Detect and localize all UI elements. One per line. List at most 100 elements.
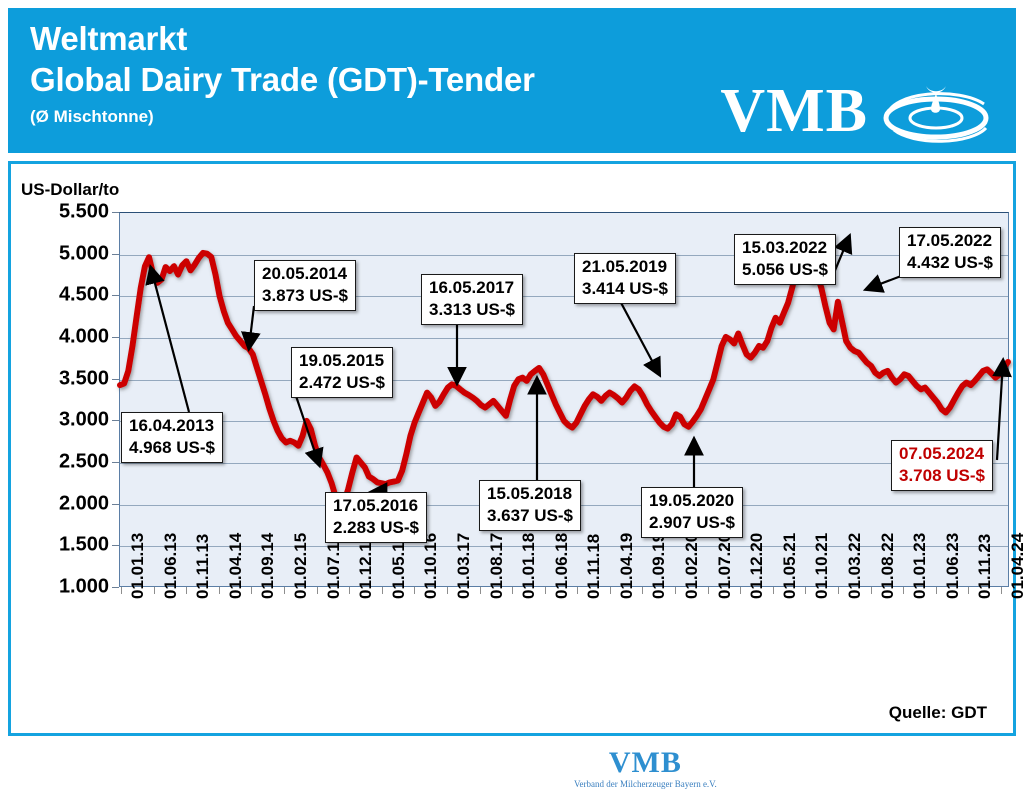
annotation-value: 3.414 US-$: [582, 278, 668, 300]
annotation-date: 20.05.2014: [262, 263, 348, 285]
x-tick-mark: [284, 587, 285, 594]
annotation-date: 21.05.2019: [582, 256, 668, 278]
annotation-date: 17.05.2022: [907, 230, 993, 252]
annotation-value: 2.283 US-$: [333, 517, 419, 539]
y-tick-label: 1.500: [23, 534, 109, 557]
annotation-leader: [249, 306, 254, 348]
annotation-date: 19.05.2015: [299, 350, 385, 372]
y-tick-mark: [112, 254, 119, 255]
y-tick-label: 5.500: [23, 201, 109, 224]
x-tick-mark: [349, 587, 350, 594]
x-tick-mark: [838, 587, 839, 594]
milk-droplet-ripple-icon: [874, 78, 994, 144]
y-tick-mark: [112, 295, 119, 296]
title-subtitle: (Ø Mischtonne): [30, 104, 535, 130]
x-tick-mark: [675, 587, 676, 594]
y-tick-label: 3.000: [23, 409, 109, 432]
x-tick-mark: [740, 587, 741, 594]
y-tick-mark: [112, 587, 119, 588]
y-tick-mark: [112, 420, 119, 421]
header-banner: Weltmarkt Global Dairy Trade (GDT)-Tende…: [8, 8, 1016, 153]
x-tick-mark: [577, 587, 578, 594]
x-tick-mark: [545, 587, 546, 594]
vmb-logo-text: VMB: [720, 80, 868, 142]
annotation-value: 3.637 US-$: [487, 505, 573, 527]
y-tick-label: 3.500: [23, 367, 109, 390]
x-tick-mark: [186, 587, 187, 594]
annotation-value: 5.056 US-$: [742, 259, 828, 281]
x-tick-label: 01.04.24: [1008, 533, 1024, 599]
x-tick-mark: [708, 587, 709, 594]
y-tick-mark: [112, 212, 119, 213]
annotation-date: 17.05.2016: [333, 495, 419, 517]
y-tick-mark: [112, 462, 119, 463]
annotation-date: 07.05.2024: [899, 443, 985, 465]
y-tick-mark: [112, 545, 119, 546]
x-tick-mark: [480, 587, 481, 594]
x-tick-mark: [805, 587, 806, 594]
x-tick-mark: [968, 587, 969, 594]
x-tick-mark: [903, 587, 904, 594]
annotation-value: 2.907 US-$: [649, 512, 735, 534]
annotation-value: 4.968 US-$: [129, 437, 215, 459]
y-axis-title: US-Dollar/to: [21, 180, 119, 200]
annotation-value: 3.708 US-$: [899, 465, 985, 487]
annotation-leader: [151, 268, 189, 412]
x-tick-mark: [317, 587, 318, 594]
x-tick-mark: [121, 587, 122, 594]
x-tick-mark: [219, 587, 220, 594]
x-tick-mark: [1001, 587, 1002, 594]
header-titles: Weltmarkt Global Dairy Trade (GDT)-Tende…: [30, 18, 535, 130]
title-line-2: Global Dairy Trade (GDT)-Tender: [30, 59, 535, 100]
x-tick-mark: [382, 587, 383, 594]
annotation-date: 16.05.2017: [429, 277, 515, 299]
x-tick-mark: [610, 587, 611, 594]
annotation-value: 2.472 US-$: [299, 372, 385, 394]
x-tick-mark: [414, 587, 415, 594]
annotation-leader: [997, 361, 1003, 460]
annotation-date: 15.03.2022: [742, 237, 828, 259]
y-tick-label: 1.000: [23, 576, 109, 599]
y-tick-label: 4.000: [23, 326, 109, 349]
x-tick-mark: [512, 587, 513, 594]
annotation-leader: [295, 393, 319, 464]
y-tick-label: 2.000: [23, 492, 109, 515]
annotation-leader: [619, 299, 659, 374]
vmb-logo: VMB: [720, 78, 994, 144]
x-tick-mark: [447, 587, 448, 594]
x-tick-mark: [936, 587, 937, 594]
annotation-value: 3.313 US-$: [429, 299, 515, 321]
title-line-1: Weltmarkt: [30, 18, 535, 59]
x-tick-mark: [251, 587, 252, 594]
x-tick-mark: [773, 587, 774, 594]
y-tick-label: 2.500: [23, 451, 109, 474]
annotation-value: 4.432 US-$: [907, 252, 993, 274]
x-tick-mark: [154, 587, 155, 594]
y-tick-mark: [112, 379, 119, 380]
x-tick-mark: [871, 587, 872, 594]
y-tick-label: 5.000: [23, 242, 109, 265]
watermark-logo-text: VMB: [574, 748, 717, 778]
y-tick-mark: [112, 337, 119, 338]
annotation-date: 16.04.2013: [129, 415, 215, 437]
watermark-subtitle: Verband der Milcherzeuger Bayern e.V.: [574, 779, 717, 789]
source-label: Quelle: GDT: [889, 703, 987, 723]
annotation-date: 15.05.2018: [487, 483, 573, 505]
x-tick-mark: [642, 587, 643, 594]
annotation-value: 3.873 US-$: [262, 285, 348, 307]
annotation-date: 19.05.2020: [649, 490, 735, 512]
watermark: VMB Verband der Milcherzeuger Bayern e.V…: [574, 748, 717, 789]
